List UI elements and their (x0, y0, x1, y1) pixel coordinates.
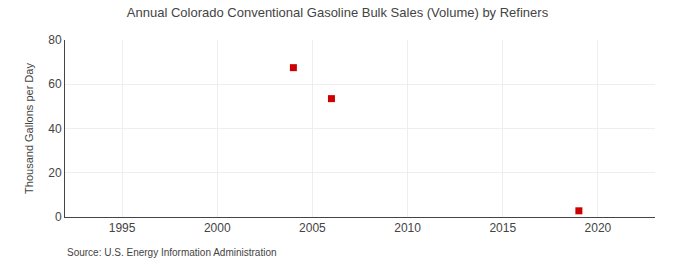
svg-text:0: 0 (55, 210, 62, 224)
svg-text:60: 60 (48, 77, 62, 91)
svg-text:40: 40 (48, 122, 62, 136)
svg-text:2000: 2000 (204, 221, 231, 235)
svg-text:20: 20 (48, 166, 62, 180)
svg-text:2020: 2020 (585, 221, 612, 235)
svg-text:2015: 2015 (489, 221, 516, 235)
svg-text:2010: 2010 (394, 221, 421, 235)
svg-text:Source: U.S. Energy Informatio: Source: U.S. Energy Information Administ… (67, 247, 277, 258)
svg-text:Thousand Gallons per Day: Thousand Gallons per Day (23, 63, 35, 194)
svg-text:2005: 2005 (299, 221, 326, 235)
svg-text:Annual Colorado Conventional G: Annual Colorado Conventional Gasoline Bu… (127, 5, 549, 20)
svg-text:1995: 1995 (109, 221, 136, 235)
svg-text:80: 80 (48, 33, 62, 47)
